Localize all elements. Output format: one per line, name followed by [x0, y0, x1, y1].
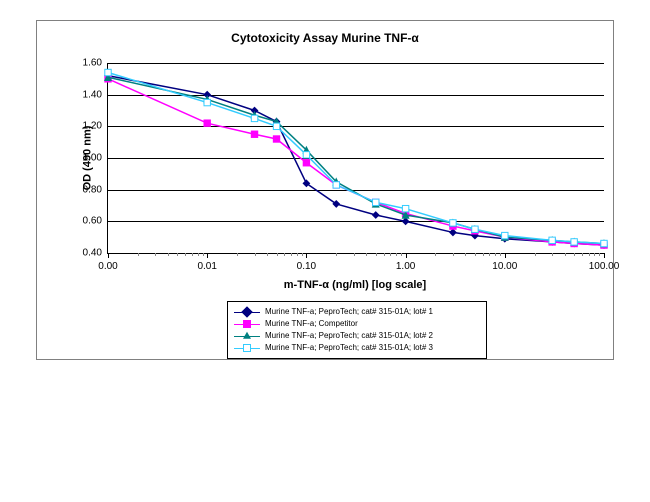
xtick-label: 0.01	[197, 261, 216, 272]
xtick-minor	[475, 253, 476, 256]
xtick-minor	[401, 253, 402, 256]
xtick-minor	[284, 253, 285, 256]
legend-swatch	[234, 319, 260, 329]
xtick-minor	[203, 253, 204, 256]
legend-swatch	[234, 331, 260, 341]
ytick-label: 1.40	[83, 89, 102, 100]
legend-item: Murine TNF-a; PeproTech; cat# 315-01A; l…	[234, 306, 480, 318]
xtick-minor	[384, 253, 385, 256]
ytick-label: 0.80	[83, 184, 102, 195]
xtick-minor	[168, 253, 169, 256]
gridline-y	[108, 253, 604, 254]
plot-area: 0.400.600.801.001.201.401.600.000.010.10…	[107, 63, 604, 254]
xtick-minor	[138, 253, 139, 256]
xtick-label: 0.10	[297, 261, 316, 272]
legend-swatch	[234, 307, 260, 317]
xtick-label: 1.00	[396, 261, 415, 272]
legend-label: Murine TNF-a; PeproTech; cat# 315-01A; l…	[265, 342, 433, 354]
xtick-minor	[354, 253, 355, 256]
series-line	[108, 63, 604, 253]
xtick-minor	[302, 253, 303, 256]
xtick-minor	[453, 253, 454, 256]
xtick-minor	[489, 253, 490, 256]
xtick-minor	[565, 253, 566, 256]
xtick-minor	[277, 253, 278, 256]
legend-label: Murine TNF-a; Competitor	[265, 318, 358, 330]
legend-label: Murine TNF-a; PeproTech; cat# 315-01A; l…	[265, 306, 433, 318]
xtick-minor	[535, 253, 536, 256]
xtick-major	[306, 253, 307, 258]
xtick-minor	[552, 253, 553, 256]
xtick-minor	[237, 253, 238, 256]
xtick-minor	[465, 253, 466, 256]
xtick-minor	[599, 253, 600, 256]
xtick-major	[207, 253, 208, 258]
xtick-major	[505, 253, 506, 258]
xtick-minor	[155, 253, 156, 256]
xtick-minor	[574, 253, 575, 256]
xtick-minor	[297, 253, 298, 256]
xtick-minor	[589, 253, 590, 256]
xtick-minor	[483, 253, 484, 256]
xtick-minor	[495, 253, 496, 256]
legend-item: Murine TNF-a; PeproTech; cat# 315-01A; l…	[234, 342, 480, 354]
xtick-minor	[291, 253, 292, 256]
xtick-label: 0.00	[98, 261, 117, 272]
xtick-minor	[376, 253, 377, 256]
ytick-label: 0.40	[83, 248, 102, 259]
chart-title: Cytotoxicity Assay Murine TNF-α	[37, 31, 613, 45]
xtick-minor	[198, 253, 199, 256]
xtick-label: 100.00	[589, 261, 620, 272]
legend-swatch	[234, 343, 260, 353]
legend: Murine TNF-a; PeproTech; cat# 315-01A; l…	[227, 301, 487, 359]
xtick-minor	[336, 253, 337, 256]
chart-frame: Cytotoxicity Assay Murine TNF-α OD (490 …	[36, 20, 614, 360]
ytick-label: 1.60	[83, 58, 102, 69]
xtick-minor	[192, 253, 193, 256]
xtick-minor	[390, 253, 391, 256]
legend-label: Murine TNF-a; PeproTech; cat# 315-01A; l…	[265, 330, 433, 342]
legend-item: Murine TNF-a; PeproTech; cat# 315-01A; l…	[234, 330, 480, 342]
xtick-minor	[582, 253, 583, 256]
xtick-minor	[500, 253, 501, 256]
xtick-minor	[396, 253, 397, 256]
ytick-label: 1.20	[83, 121, 102, 132]
xtick-minor	[177, 253, 178, 256]
xtick-minor	[267, 253, 268, 256]
xtick-minor	[185, 253, 186, 256]
xtick-minor	[594, 253, 595, 256]
xtick-major	[108, 253, 109, 258]
ytick-label: 1.00	[83, 153, 102, 164]
xtick-major	[406, 253, 407, 258]
xtick-minor	[366, 253, 367, 256]
xtick-minor	[435, 253, 436, 256]
xtick-minor	[255, 253, 256, 256]
xtick-major	[604, 253, 605, 258]
xtick-label: 10.00	[492, 261, 517, 272]
x-axis-title: m-TNF-α (ng/ml) [log scale]	[107, 279, 603, 291]
ytick-label: 0.60	[83, 216, 102, 227]
legend-item: Murine TNF-a; Competitor	[234, 318, 480, 330]
